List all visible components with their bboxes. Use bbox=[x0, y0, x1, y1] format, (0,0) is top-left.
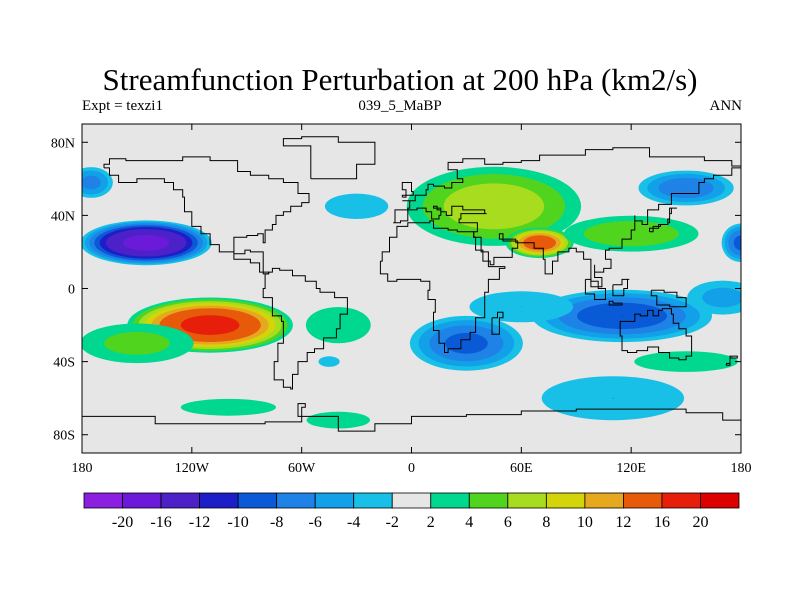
contour-band bbox=[733, 235, 741, 251]
contour-band bbox=[337, 324, 339, 326]
contour-band bbox=[702, 287, 741, 308]
colorbar-swatch bbox=[83, 492, 123, 509]
colorbar-label: 2 bbox=[427, 514, 435, 531]
coastline bbox=[282, 136, 376, 180]
coastline bbox=[619, 308, 693, 361]
coastline bbox=[650, 289, 687, 308]
contour-band bbox=[492, 205, 495, 207]
y-tick-label: 40S bbox=[53, 356, 75, 371]
coastline bbox=[82, 403, 741, 432]
streamfunction-field bbox=[82, 166, 741, 429]
colorbar-label: 12 bbox=[615, 514, 631, 531]
contour-band bbox=[621, 315, 623, 317]
colorbar-label: 8 bbox=[542, 514, 550, 531]
coastline bbox=[491, 311, 504, 335]
coastline bbox=[725, 355, 738, 366]
colorbar-label: -12 bbox=[189, 514, 210, 531]
colorbar-label: 6 bbox=[504, 514, 512, 531]
x-tick-label: 0 bbox=[408, 461, 415, 476]
coastline bbox=[393, 147, 741, 288]
colorbar-label: -6 bbox=[309, 514, 322, 531]
colorbar-swatch bbox=[391, 492, 432, 509]
colorbar-swatch bbox=[122, 492, 162, 509]
colorbar-label: -20 bbox=[112, 514, 133, 531]
experiment-label: Expt = texzi1 bbox=[82, 98, 163, 114]
coastline bbox=[379, 220, 506, 353]
colorbar-label: 16 bbox=[654, 514, 670, 531]
coastline bbox=[608, 300, 623, 306]
contour-band bbox=[104, 331, 170, 355]
colorbar-label: -16 bbox=[150, 514, 171, 531]
colorbar-swatch bbox=[661, 492, 701, 509]
colorbar-swatch bbox=[237, 492, 278, 509]
colorbar: -20 -16 -12 -10 -8 -6 -4 -2 2 4 6 8 10 12 16 20 bbox=[83, 492, 740, 531]
case-label: 039_5_MaBP bbox=[358, 98, 442, 114]
colorbar-swatch bbox=[314, 492, 355, 509]
colorbar-swatch bbox=[199, 492, 239, 509]
colorbar-label: -10 bbox=[227, 514, 248, 531]
colorbar-swatch bbox=[468, 492, 509, 509]
colorbar-label: 4 bbox=[465, 514, 473, 531]
x-tick-label: 180 bbox=[72, 461, 93, 476]
y-tick-label: 0 bbox=[68, 283, 75, 298]
x-tick-label: 120W bbox=[175, 461, 210, 476]
contour-band bbox=[82, 175, 101, 190]
coastline bbox=[584, 278, 606, 300]
colorbar-label: -8 bbox=[270, 514, 283, 531]
contour-band bbox=[611, 397, 615, 399]
coastlines bbox=[82, 136, 741, 432]
contour-band bbox=[180, 315, 240, 335]
contour-band bbox=[445, 332, 488, 354]
coastline bbox=[262, 267, 348, 390]
colorbar-label: -2 bbox=[386, 514, 399, 531]
colorbar-swatch bbox=[353, 492, 393, 509]
x-tick-label: 60W bbox=[288, 461, 316, 476]
y-axis: 80N 40N 0 40S 80S bbox=[51, 136, 741, 444]
chart-title: Streamfunction Perturbation at 200 hPa (… bbox=[102, 62, 698, 97]
contour-band bbox=[520, 306, 523, 308]
colorbar-swatch bbox=[160, 492, 200, 509]
colorbar-swatch bbox=[623, 492, 663, 509]
colorbar-swatch bbox=[507, 492, 547, 509]
colorbar-label: -4 bbox=[347, 514, 360, 531]
y-tick-label: 80N bbox=[51, 136, 75, 151]
y-tick-label: 80S bbox=[53, 429, 75, 444]
coastline bbox=[401, 182, 414, 198]
x-tick-label: 180 bbox=[731, 461, 752, 476]
contour-band bbox=[122, 234, 170, 251]
colorbar-swatch bbox=[276, 492, 316, 509]
colorbar-label: 20 bbox=[692, 514, 708, 531]
coastline bbox=[649, 207, 677, 233]
colorbar-swatch bbox=[430, 492, 470, 509]
colorbar-swatch bbox=[545, 492, 586, 509]
x-tick-label: 120E bbox=[616, 461, 646, 476]
coastline bbox=[103, 156, 310, 275]
contour-band bbox=[318, 356, 340, 367]
contour-band bbox=[523, 235, 556, 251]
colorbar-label: 10 bbox=[577, 514, 593, 531]
y-tick-label: 40N bbox=[51, 209, 75, 224]
x-tick-label: 60E bbox=[510, 461, 533, 476]
colorbar-swatch bbox=[700, 492, 740, 509]
contour-band bbox=[180, 398, 276, 416]
x-axis: 180 120W 60W 0 60E 120E 180 bbox=[72, 124, 752, 476]
coastline bbox=[612, 278, 630, 297]
colorbar-swatch bbox=[584, 492, 624, 509]
contour-band bbox=[324, 193, 389, 219]
period-label: ANN bbox=[709, 98, 743, 114]
